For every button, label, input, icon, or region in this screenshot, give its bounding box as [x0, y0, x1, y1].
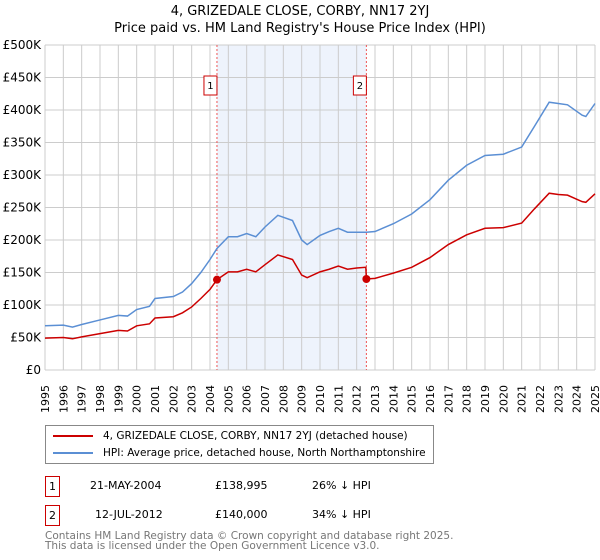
y-tick-label: £350K [3, 136, 43, 150]
x-tick-label: 2022 [534, 385, 547, 413]
x-tick-label: 2018 [461, 385, 474, 413]
y-tick-label: £200K [3, 233, 43, 247]
y-tick-label: £500K [3, 38, 43, 52]
y-tick-label: £50K [10, 331, 42, 345]
x-tick-label: 2012 [351, 385, 364, 413]
legend: 4, GRIZEDALE CLOSE, CORBY, NN17 2YJ (det… [45, 425, 434, 464]
sale-date: 21-MAY-2004 [90, 479, 162, 492]
x-tick-label: 2014 [387, 385, 400, 413]
x-tick-label: 2003 [186, 385, 199, 413]
x-tick-label: 2023 [552, 385, 565, 413]
y-tick-label: £100K [3, 298, 43, 312]
series-line [44, 192, 596, 340]
x-tick-label: 2025 [589, 385, 600, 413]
legend-swatch-property [53, 435, 93, 437]
x-tick-label: 2010 [314, 385, 327, 413]
x-tick-label: 2016 [424, 385, 437, 413]
sale-date: 12-JUL-2012 [95, 508, 163, 521]
sale-hpi-diff: 26% ↓ HPI [312, 479, 371, 492]
x-tick-label: 2008 [277, 385, 290, 413]
footer-copyright: Contains HM Land Registry data © Crown c… [45, 530, 454, 542]
chart-title: 4, GRIZEDALE CLOSE, CORBY, NN17 2YJ [170, 4, 430, 19]
x-tick-label: 1999 [112, 385, 125, 413]
x-tick-label: 2024 [571, 385, 584, 413]
x-tick-label: 2007 [259, 385, 272, 413]
x-tick-label: 1998 [94, 385, 107, 413]
x-tick-label: 2002 [167, 385, 180, 413]
x-tick-label: 2001 [149, 385, 162, 413]
x-tick-label: 2000 [131, 385, 144, 413]
y-tick-label: £300K [3, 168, 43, 182]
sale-price: £140,000 [215, 508, 268, 521]
x-tick-label: 1997 [76, 385, 89, 413]
legend-label-property: 4, GRIZEDALE CLOSE, CORBY, NN17 2YJ (det… [103, 430, 408, 442]
x-tick-label: 2015 [406, 385, 419, 413]
legend-swatch-hpi [53, 452, 93, 454]
x-tick-label: 2013 [369, 385, 382, 413]
line-chart: 1995 1996 1997 1998 1999 2000 2001 2002 2003 2004… [3, 38, 600, 413]
x-tick-label: 2021 [516, 385, 529, 413]
x-tick-label: 2006 [241, 385, 254, 413]
y-tick-label: £150K [3, 266, 43, 280]
x-tick-label: 2019 [479, 385, 492, 413]
y-tick-label: £0 [26, 363, 41, 377]
x-tick-label: 2011 [332, 385, 345, 413]
y-tick-label: £250K [3, 201, 43, 215]
footer: Contains HM Land Registry data © Crown c… [45, 530, 454, 552]
x-tick-label: 2005 [222, 385, 235, 413]
x-tick-label: 2004 [204, 385, 217, 413]
legend-label-hpi: HPI: Average price, detached house, Nort… [103, 447, 426, 459]
sale-price: £138,995 [215, 479, 268, 492]
sale-label-box [352, 75, 367, 96]
chart-subtitle: Price paid vs. HM Land Registry's House … [114, 21, 486, 36]
series-line [44, 101, 596, 328]
x-tick-label: 1996 [57, 385, 70, 413]
sale-marker-badge: 2 [45, 505, 60, 526]
x-tick-label: 2017 [442, 385, 455, 413]
x-tick-label: 1995 [39, 385, 52, 413]
sale-point [212, 275, 221, 284]
sale-point [362, 275, 371, 283]
y-tick-label: £400K [3, 103, 43, 117]
sale-label-box [203, 75, 218, 96]
y-tick-label: £450K [3, 71, 43, 85]
sale-hpi-diff: 34% ↓ HPI [312, 508, 371, 521]
sale-row: 2 12-JUL-2012 £140,000 34% ↓ HPI [45, 505, 445, 526]
sale-label: 1 [207, 81, 213, 92]
sale-label: 2 [357, 81, 363, 92]
sale-row: 1 21-MAY-2004 £138,995 26% ↓ HPI [45, 476, 445, 497]
x-tick-label: 2009 [296, 385, 309, 413]
footer-licence: This data is licensed under the Open Gov… [45, 540, 380, 552]
sale-marker-badge: 1 [45, 476, 60, 497]
x-tick-label: 2020 [497, 385, 510, 413]
